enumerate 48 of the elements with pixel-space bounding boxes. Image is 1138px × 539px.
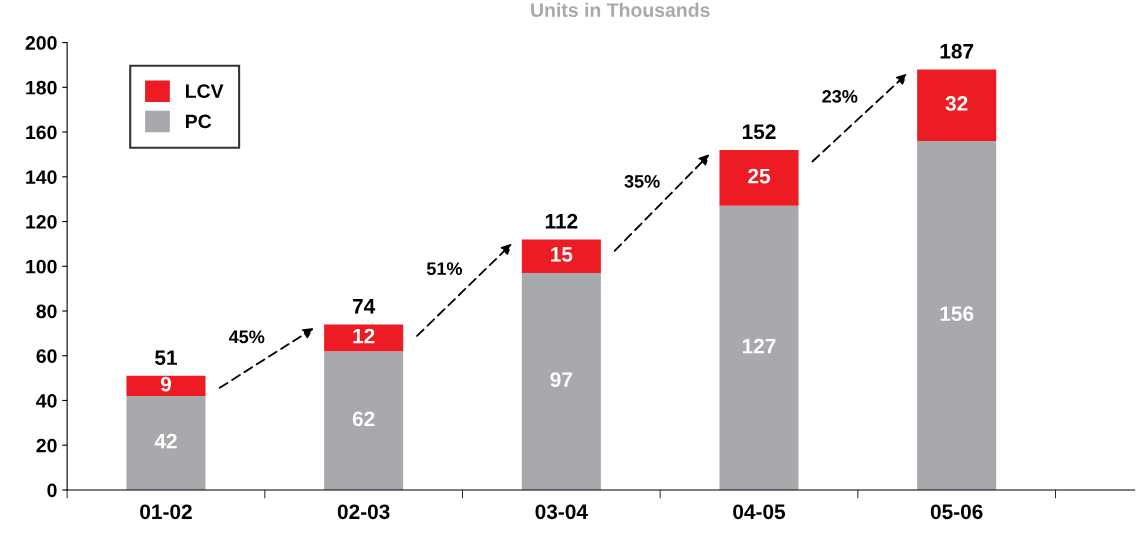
data-label: 62: [352, 411, 375, 427]
x-tick-label: 01-02: [140, 504, 192, 520]
bar: [719, 149, 799, 206]
bar: [917, 69, 997, 141]
bar: [324, 351, 404, 490]
total-label: 74: [352, 299, 376, 314]
data-label: 97: [550, 372, 572, 388]
x-tick-label: 02-03: [337, 504, 390, 520]
y-tick-label: 20: [36, 438, 57, 453]
bar: [521, 272, 601, 490]
data-label: 42: [154, 433, 177, 449]
y-tick-label: 200: [25, 36, 57, 50]
bar: [719, 205, 799, 490]
y-tick-label: 100: [26, 259, 57, 274]
bar: [126, 375, 206, 396]
data-label: 127: [742, 338, 776, 354]
x-tick-label: 05-06: [930, 504, 983, 520]
y-tick-label: 140: [26, 170, 57, 185]
bar: [126, 396, 206, 490]
y-tick-label: 0: [47, 483, 57, 498]
data-label: 15: [551, 247, 573, 262]
total-label: 187: [940, 43, 974, 59]
total-label: 51: [155, 350, 177, 366]
data-label: 12: [353, 328, 375, 344]
y-tick-label: 60: [36, 349, 57, 363]
data-label: 9: [160, 376, 171, 392]
total-label: 152: [742, 124, 776, 140]
legend-label: LCV: [185, 84, 224, 98]
annotation: 35%: [624, 174, 660, 188]
annotation: 51%: [426, 262, 463, 275]
data-label: 25: [748, 168, 771, 184]
bar: [324, 324, 404, 352]
y-tick-label: 180: [26, 80, 57, 95]
bar: [521, 239, 601, 273]
total-label: 112: [545, 213, 578, 229]
data-label: 32: [945, 96, 968, 111]
chart-subtitle: Units in Thousands: [531, 2, 710, 17]
annotation: 23%: [822, 89, 858, 103]
y-tick-label: 40: [36, 393, 57, 408]
y-tick-label: 80: [36, 304, 57, 319]
y-tick-label: 120: [26, 215, 57, 229]
data-label: 156: [940, 306, 974, 322]
x-tick-label: 04-05: [733, 504, 786, 520]
y-tick-label: 160: [26, 125, 57, 140]
x-tick-label: 03-04: [535, 504, 588, 520]
annotation: 45%: [228, 330, 265, 344]
bar: [917, 141, 997, 490]
legend-label: PC: [185, 114, 212, 129]
